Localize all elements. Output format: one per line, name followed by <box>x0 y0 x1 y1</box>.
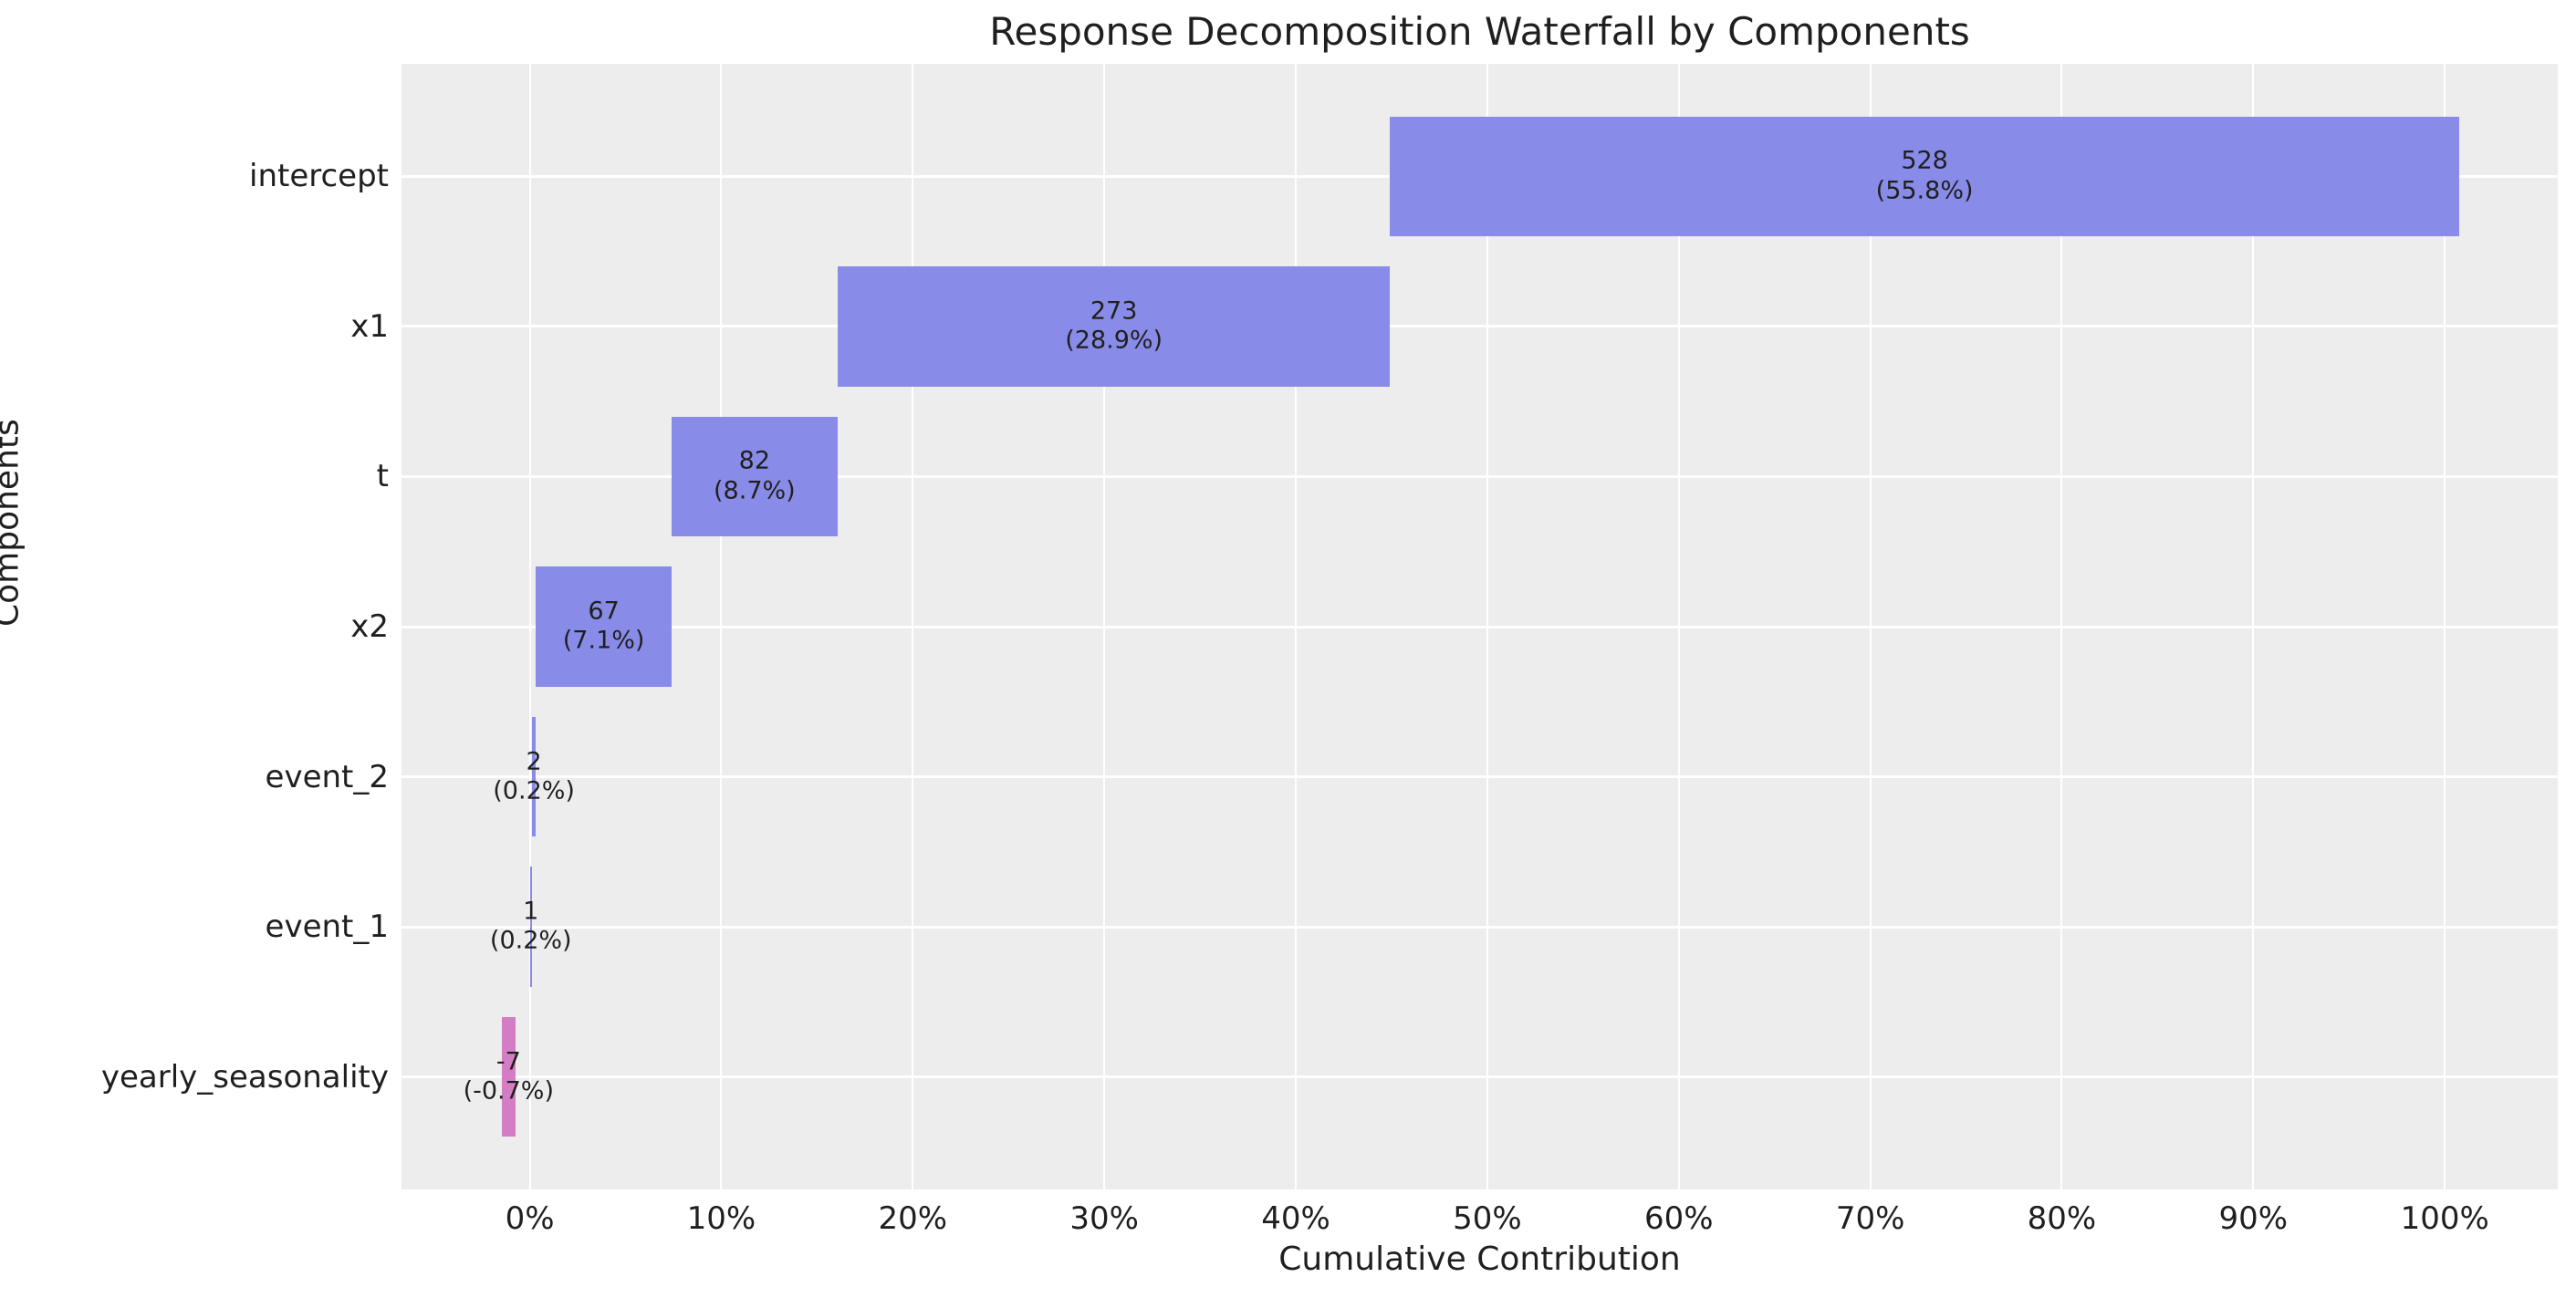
x-tick-label-10%: 10% <box>686 1200 756 1237</box>
waterfall-bar-x1 <box>837 266 1391 387</box>
x-tick-label-20%: 20% <box>878 1200 948 1237</box>
plot-area: 528 (55.8%) 273 (28.9%) 82 (8.7%) 67 (7.1%) 2 (0.… <box>402 64 2558 1189</box>
y-tick-label-t: t <box>376 458 389 495</box>
x-tick-label-40%: 40% <box>1261 1200 1330 1237</box>
bar-value-label-event_2: 2 (0.2%) <box>493 747 575 806</box>
x-tick-label-30%: 30% <box>1069 1200 1139 1237</box>
x-tick-label-70%: 70% <box>1835 1200 1905 1237</box>
bar-value: -7 <box>495 1047 521 1076</box>
chart-title: Response Decomposition Waterfall by Comp… <box>989 9 1970 54</box>
waterfall-bar-intercept <box>1390 116 2459 237</box>
bar-value-label-event_1: 1 (0.2%) <box>490 898 572 957</box>
waterfall-bar-event_1 <box>529 867 532 987</box>
waterfall-bar-x2 <box>536 566 672 687</box>
x-tick-label-60%: 60% <box>1643 1200 1714 1237</box>
waterfall-bar-event_2 <box>531 716 537 837</box>
x-tick-label-50%: 50% <box>1453 1200 1522 1237</box>
y-tick-label-x1: x1 <box>350 307 389 345</box>
waterfall-bar-yearly_seasonality <box>501 1016 516 1137</box>
y-gridline <box>402 325 2558 328</box>
bar-value-label-x2: 67 (7.1%) <box>563 597 645 657</box>
y-tick-label-event_1: event_1 <box>265 909 389 946</box>
bar-percent: (7.1%) <box>562 627 645 655</box>
bar-value-label-t: 82 (8.7%) <box>714 447 796 506</box>
bar-value-label-x1: 273 (28.9%) <box>1065 297 1163 357</box>
bar-percent: (55.8%) <box>1875 176 1974 205</box>
bar-value: 82 <box>738 447 771 476</box>
y-tick-label-intercept: intercept <box>249 158 389 195</box>
x-axis-ticks: 0% 10% 20% 30% 40% 50% 60% 70% 80% 90% 100% <box>402 1189 2558 1244</box>
x-tick-label-80%: 80% <box>2027 1200 2097 1237</box>
bar-value-label-intercept: 528 (55.8%) <box>1876 147 1974 206</box>
waterfall-bar-t <box>671 416 838 537</box>
y-gridline <box>402 474 2558 478</box>
y-tick-label-yearly_seasonality: yearly_seasonality <box>100 1058 389 1096</box>
bar-value: 2 <box>526 747 542 776</box>
bar-value: 67 <box>588 597 620 626</box>
y-gridline <box>402 1075 2558 1079</box>
bar-value: 1 <box>523 897 539 926</box>
y-axis-ticks: intercept x1 t x2 event_2 event_1 yearly_seaso… <box>0 64 389 1189</box>
x-tick-label-100%: 100% <box>2400 1200 2489 1237</box>
bar-percent: (28.9%) <box>1065 326 1163 355</box>
y-gridline <box>402 925 2558 929</box>
bar-percent: (-0.7%) <box>463 1076 554 1106</box>
x-tick-label-0%: 0% <box>505 1200 555 1237</box>
bar-percent: (8.7%) <box>714 476 796 505</box>
y-tick-label-event_2: event_2 <box>265 758 389 795</box>
bar-value: 273 <box>1090 296 1138 326</box>
bar-percent: (0.2%) <box>489 927 572 956</box>
x-axis-label: Cumulative Contribution <box>1278 1241 1681 1278</box>
bar-value-label-yearly_seasonality: -7 (-0.7%) <box>464 1047 554 1106</box>
y-gridline <box>402 775 2558 779</box>
y-gridline <box>402 625 2558 628</box>
y-tick-label-x2: x2 <box>350 608 389 645</box>
bar-percent: (0.2%) <box>493 776 575 805</box>
x-tick-label-90%: 90% <box>2218 1200 2289 1237</box>
bar-value: 528 <box>1901 147 1948 175</box>
